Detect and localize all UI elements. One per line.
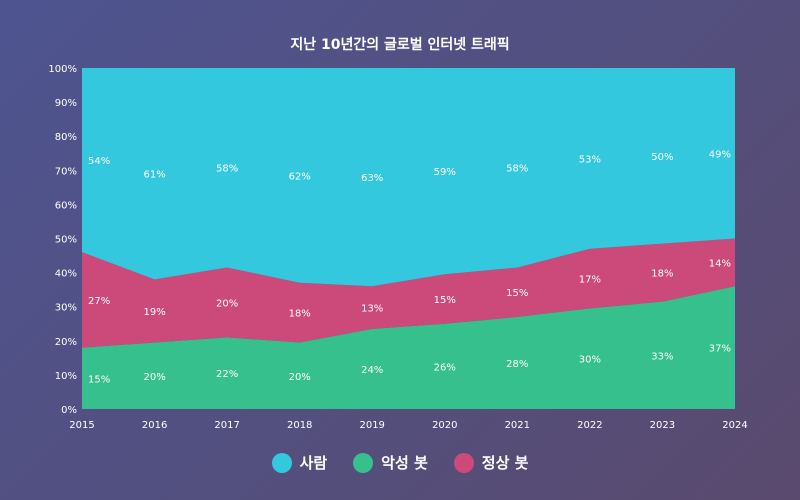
stacked-area-chart: 지난 10년간의 글로벌 인터넷 트래픽 0% 10% 20% 30% 40% 50% 60… (48, 36, 747, 431)
y-tick-label: 20% (55, 337, 77, 348)
legend-item: 정상 봇 (453, 452, 529, 473)
data-label: 58% (506, 164, 528, 175)
y-tick-label: 90% (55, 98, 77, 109)
x-tick-label: 2020 (432, 420, 457, 431)
x-tick-label: 2023 (650, 420, 675, 431)
legend-swatch (453, 452, 474, 473)
area-series-2 (82, 238, 735, 348)
y-tick-label: 80% (55, 132, 77, 143)
data-label: 15% (506, 288, 528, 299)
y-tick-label: 50% (55, 235, 77, 246)
legend-item: 사람 (271, 452, 328, 473)
area-layer (82, 68, 735, 409)
data-label: 17% (579, 275, 601, 286)
data-label: 27% (88, 296, 110, 307)
legend-swatch (271, 452, 292, 473)
data-label: 20% (289, 372, 311, 383)
x-axis: 2015 2016 2017 2018 2019 2020 2021 2022 2023 2024 (69, 420, 747, 431)
y-tick-label: 30% (55, 303, 77, 314)
y-tick-label: 40% (55, 269, 77, 280)
y-tick-label: 60% (55, 200, 77, 211)
y-tick-label: 70% (55, 166, 77, 177)
data-label: 20% (216, 298, 238, 309)
data-label: 30% (579, 355, 601, 366)
data-label: 14% (709, 258, 731, 269)
data-label: 37% (709, 344, 731, 355)
legend-item: 악성 봇 (353, 452, 428, 473)
data-label: 18% (651, 269, 673, 280)
data-label: 26% (434, 362, 456, 373)
legend-label: 정상 봇 (481, 454, 529, 472)
area-series-1 (82, 286, 735, 409)
x-tick-label: 2024 (722, 420, 747, 431)
data-label: 53% (579, 154, 601, 165)
legend-label: 악성 봇 (381, 454, 428, 472)
data-label: 19% (143, 307, 165, 318)
data-label: 24% (361, 365, 383, 376)
data-label: 18% (289, 309, 311, 320)
y-tick-label: 100% (48, 64, 77, 75)
x-tick-label: 2018 (287, 420, 312, 431)
y-axis: 0% 10% 20% 30% 40% 50% 60% 70% 80% 90% 100% (48, 64, 77, 416)
data-label: 15% (88, 374, 110, 385)
legend-swatch (353, 452, 374, 473)
data-label: 50% (651, 152, 673, 163)
data-labels: 15% 20% 22% 20% 24% 26% 28% 30% 33% 37% 27% 19% 20% 1… (88, 149, 731, 385)
x-tick-label: 2022 (577, 420, 602, 431)
data-label: 33% (651, 351, 673, 362)
data-label: 13% (361, 304, 383, 315)
data-label: 15% (434, 295, 456, 306)
x-tick-label: 2019 (359, 420, 384, 431)
data-label: 49% (709, 149, 731, 160)
legend: 사람 악성 봇 정상 봇 (0, 452, 800, 473)
data-label: 22% (216, 369, 238, 380)
area-series-3 (82, 68, 735, 287)
data-label: 61% (143, 170, 165, 181)
x-tick-label: 2016 (142, 420, 167, 431)
y-tick-label: 10% (55, 371, 77, 382)
x-tick-label: 2017 (214, 420, 239, 431)
data-label: 28% (506, 359, 528, 370)
x-tick-label: 2015 (69, 420, 94, 431)
data-label: 59% (434, 167, 456, 178)
y-tick-label: 0% (61, 405, 77, 416)
x-tick-label: 2021 (505, 420, 530, 431)
data-label: 20% (143, 372, 165, 383)
data-label: 58% (216, 164, 238, 175)
chart-title: 지난 10년간의 글로벌 인터넷 트래픽 (290, 36, 509, 53)
data-label: 54% (88, 156, 110, 167)
data-label: 62% (289, 171, 311, 182)
data-label: 63% (361, 173, 383, 184)
legend-label: 사람 (299, 454, 328, 472)
